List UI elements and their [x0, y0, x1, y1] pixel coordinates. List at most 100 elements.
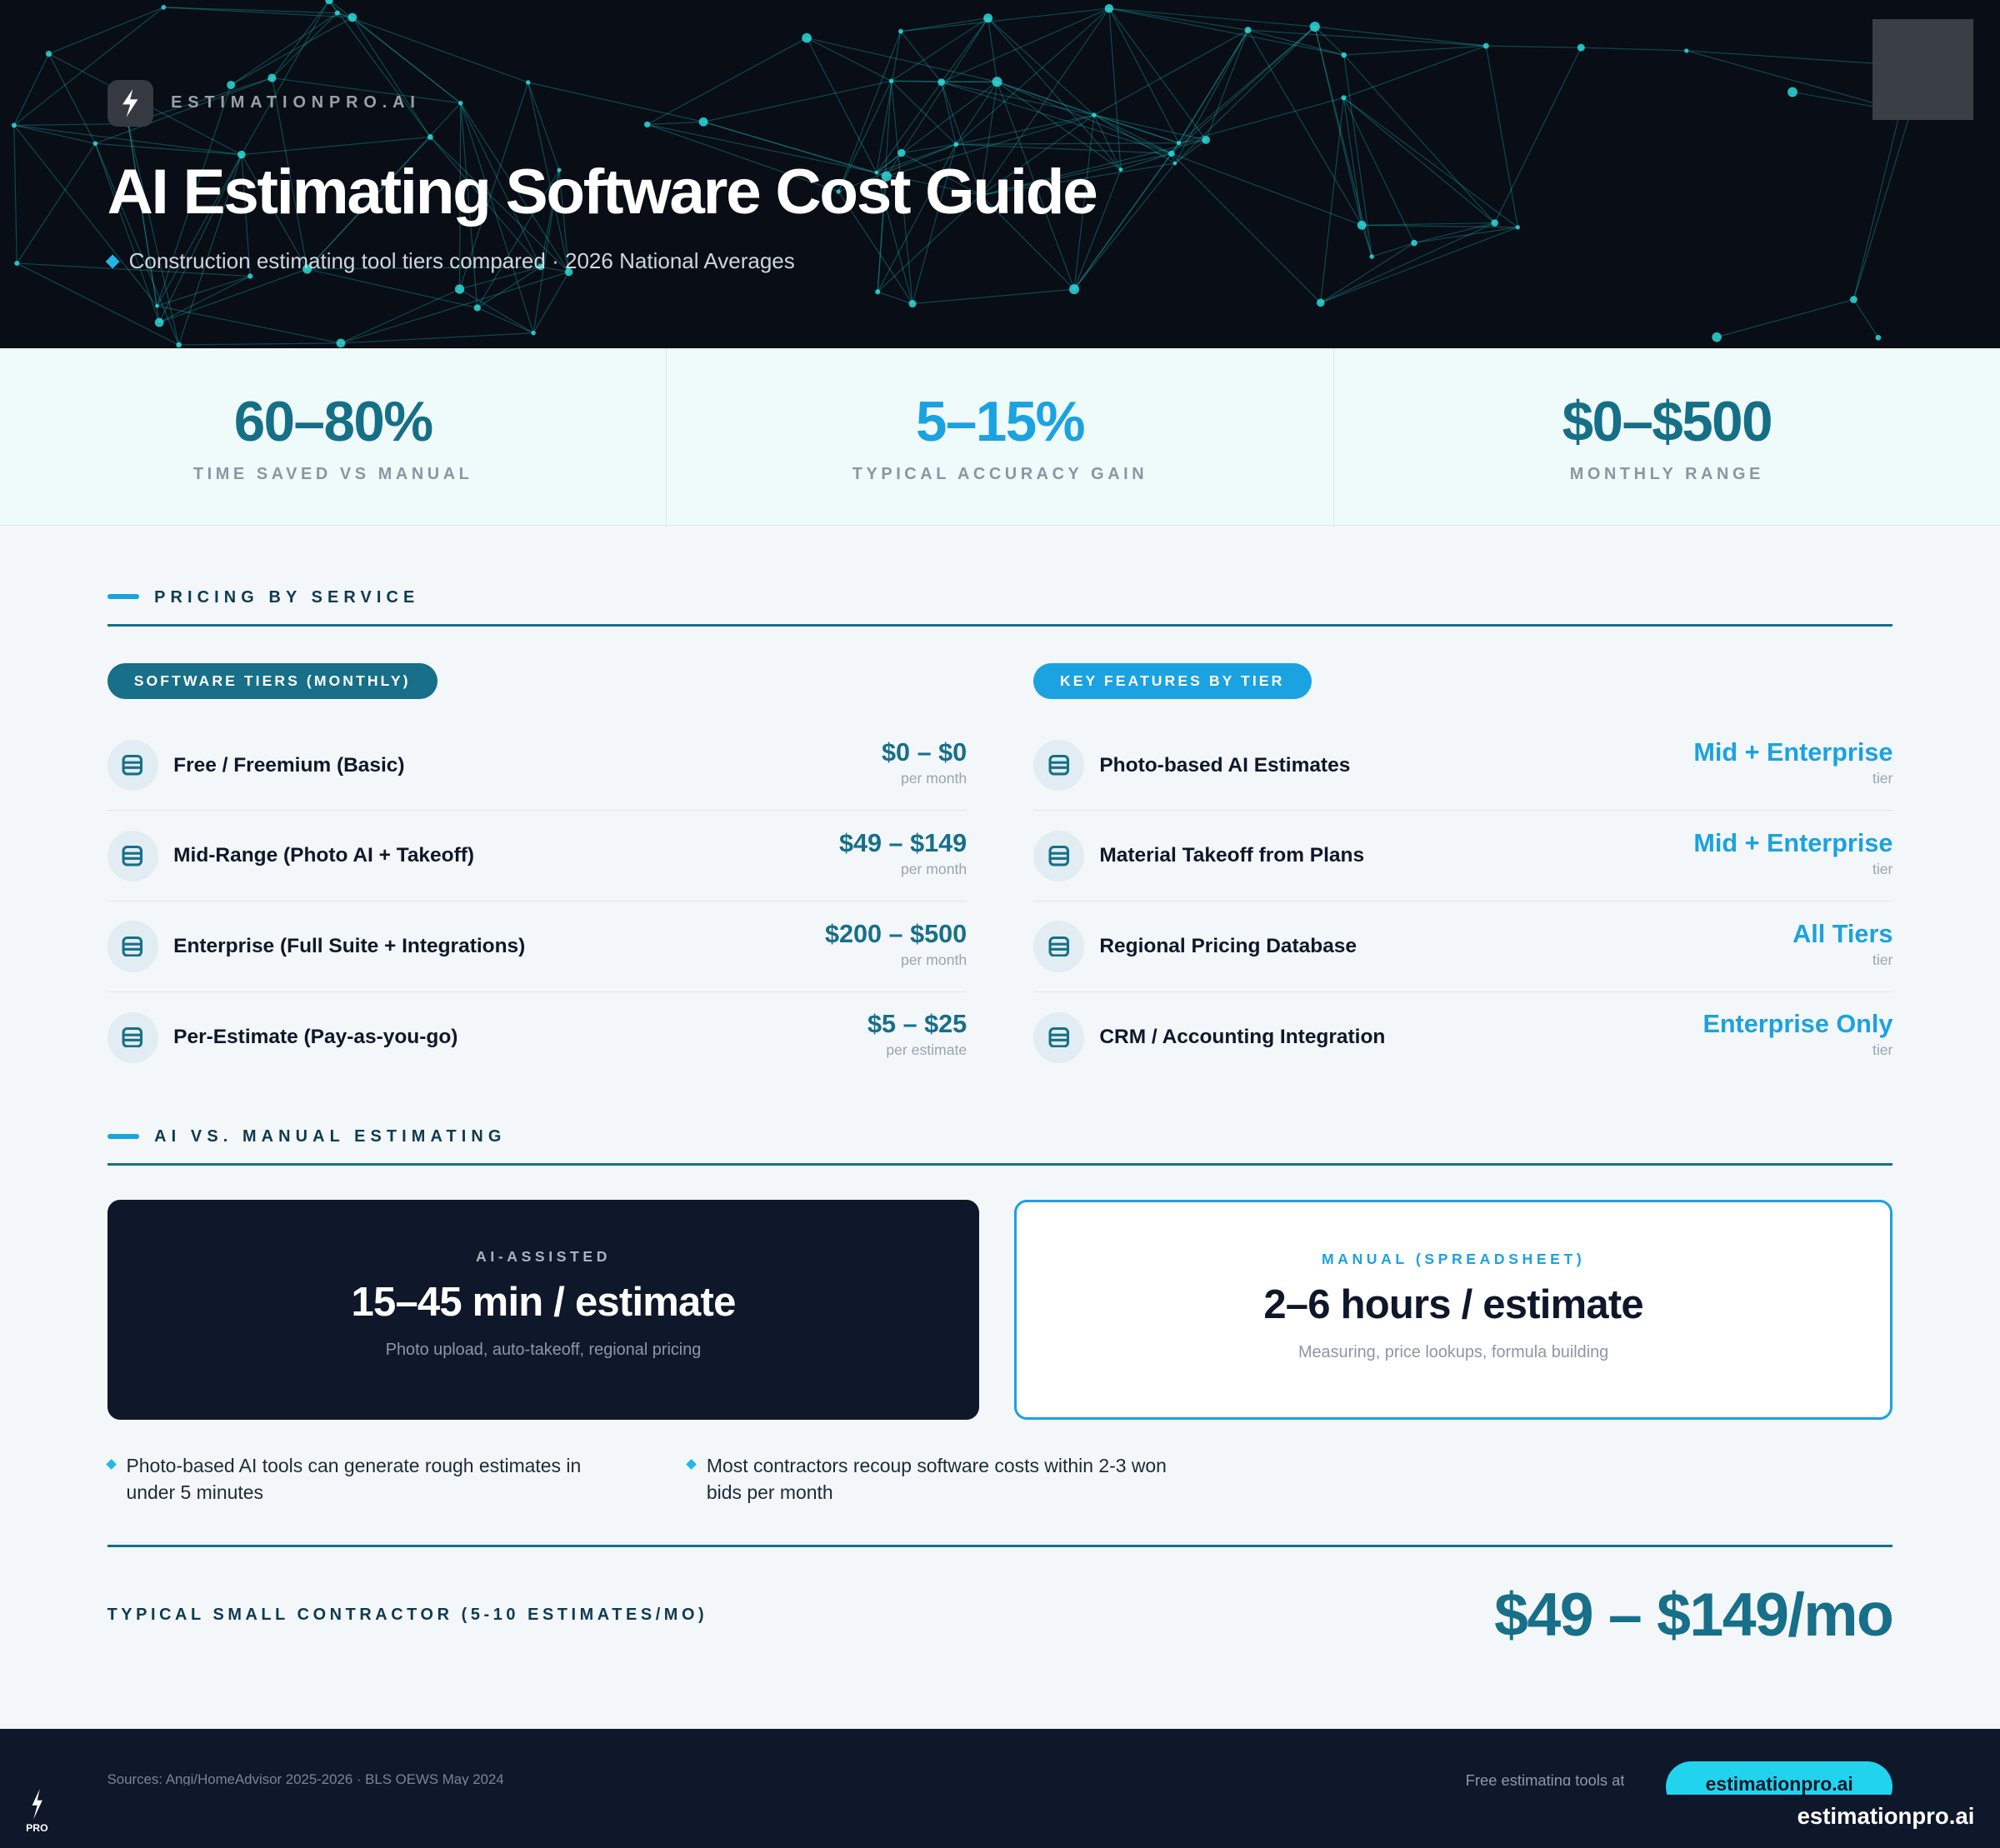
- list-icon: [1032, 830, 1084, 882]
- row-label: Free / Freemium (Basic): [173, 753, 405, 777]
- card-value: 15–45 min / estimate: [351, 1279, 737, 1325]
- manual-card: MANUAL (SPREADSHEET) 2–6 hours / estimat…: [1013, 1200, 1893, 1420]
- row-value: Mid + Enterprise: [1693, 738, 1893, 767]
- lightning-icon: [107, 80, 153, 127]
- tiers-list: Free / Freemium (Basic) $0 – $0 per mont…: [107, 721, 968, 1083]
- list-icon: [107, 740, 158, 792]
- note-text: Most contractors recoup software costs w…: [706, 1455, 1167, 1504]
- row-value: $5 – $25: [868, 1010, 968, 1039]
- row-value-group: $0 – $0 per month: [882, 738, 967, 787]
- row-label: Per-Estimate (Pay-as-you-go): [173, 1026, 458, 1049]
- feature-row: CRM / Accounting Integration Enterprise …: [1032, 992, 1892, 1083]
- stat-value: $0–$500: [1562, 391, 1773, 454]
- stat-label: TYPICAL ACCURACY GAIN: [852, 464, 1148, 483]
- page-subtitle: Construction estimating tool tiers compa…: [105, 248, 795, 274]
- list-icon: [1032, 1011, 1084, 1063]
- card-label: MANUAL (SPREADSHEET): [1321, 1251, 1586, 1268]
- brand-name: ESTIMATIONPRO.AI: [171, 93, 421, 112]
- total-value: $49 – $149/mo: [1494, 1579, 1894, 1649]
- row-label: Enterprise (Full Suite + Integrations): [173, 934, 526, 957]
- tier-row: Free / Freemium (Basic) $0 – $0 per mont…: [107, 721, 968, 812]
- card-label: AI-ASSISTED: [476, 1248, 611, 1266]
- row-value-group: $5 – $25 per estimate: [868, 1010, 967, 1059]
- stat-value: 60–80%: [233, 391, 433, 454]
- stat-label: TIME SAVED VS MANUAL: [192, 464, 473, 483]
- row-unit: per month: [900, 951, 968, 968]
- note: Photo-based AI tools can generate rough …: [105, 1452, 618, 1506]
- footer-logo: PRO: [23, 1789, 52, 1834]
- diamond-icon: [686, 1458, 698, 1470]
- row-value: $49 – $149: [838, 828, 968, 857]
- section-header-pricing: PRICING BY SERVICE: [107, 587, 1893, 627]
- row-value: Mid + Enterprise: [1693, 828, 1893, 857]
- cta-button[interactable]: estimationpro.ai: [1665, 1761, 1893, 1795]
- tiers-pill: SOFTWARE TIERS (MONTHLY): [107, 662, 438, 699]
- features-list: Photo-based AI Estimates Mid + Enterpris…: [1032, 721, 1893, 1083]
- row-value-group: $200 – $500 per month: [825, 920, 967, 969]
- stat-time-saved: 60–80% TIME SAVED VS MANUAL: [0, 347, 668, 525]
- sources: Sources: Angi/HomeAdvisor 2025-2026 · BL…: [107, 1771, 504, 1786]
- row-label: CRM / Accounting Integration: [1099, 1026, 1386, 1049]
- stat-label: MONTHLY RANGE: [1569, 464, 1764, 483]
- corner-placeholder: [1872, 18, 1973, 120]
- list-icon: [107, 830, 158, 882]
- row-value-group: Mid + Enterprise tier: [1693, 829, 1892, 878]
- row-value: $0 – $0: [882, 738, 968, 767]
- list-icon: [107, 1011, 158, 1063]
- features-pill: KEY FEATURES BY TIER: [1032, 662, 1312, 699]
- footer: Sources: Angi/HomeAdvisor 2025-2026 · BL…: [0, 1729, 2000, 1848]
- feature-row: Photo-based AI Estimates Mid + Enterpris…: [1032, 721, 1893, 812]
- row-value-group: Mid + Enterprise tier: [1693, 738, 1892, 787]
- row-value-group: Enterprise Only tier: [1702, 1010, 1892, 1059]
- cta-text: Free estimating tools at: [1465, 1771, 1625, 1786]
- stats-bar: 60–80% TIME SAVED VS MANUAL 5–15% TYPICAL …: [0, 347, 2000, 526]
- tier-row: Enterprise (Full Suite + Integrations) $…: [107, 902, 968, 992]
- ai-card: AI-ASSISTED 15–45 min / estimate Photo u…: [107, 1200, 980, 1420]
- logo-text: PRO: [26, 1822, 48, 1835]
- list-icon: [1032, 740, 1084, 792]
- row-unit: tier: [1872, 860, 1893, 877]
- network-background: [11, 0, 1917, 348]
- row-unit: per month: [900, 770, 968, 787]
- stat-value: 5–15%: [915, 391, 1086, 454]
- row-label: Photo-based AI Estimates: [1099, 753, 1351, 777]
- divider: [107, 1544, 1893, 1547]
- total-label: TYPICAL SMALL CONTRACTOR (5-10 ESTIMATES…: [107, 1606, 708, 1625]
- section-title: PRICING BY SERVICE: [154, 587, 420, 607]
- hero-header: ESTIMATIONPRO.AI AI Estimating Software …: [0, 0, 2000, 348]
- diamond-icon: [105, 1458, 117, 1470]
- stat-accuracy: 5–15% TYPICAL ACCURACY GAIN: [667, 347, 1334, 525]
- tier-row: Per-Estimate (Pay-as-you-go) $5 – $25 pe…: [107, 992, 967, 1083]
- subtitle-text: Construction estimating tool tiers compa…: [128, 248, 795, 274]
- diamond-icon: [105, 254, 120, 269]
- row-value-group: All Tiers tier: [1792, 920, 1892, 969]
- feature-row: Material Takeoff from Plans Mid + Enterp…: [1032, 811, 1893, 902]
- section-title: AI VS. MANUAL ESTIMATING: [154, 1127, 507, 1146]
- row-value: $200 – $500: [824, 919, 968, 948]
- note: Most contractors recoup software costs w…: [686, 1452, 1198, 1506]
- section-header-comparison: AI VS. MANUAL ESTIMATING: [107, 1127, 1893, 1166]
- card-detail: Photo upload, auto-takeoff, regional pri…: [385, 1341, 702, 1360]
- row-value: All Tiers: [1792, 919, 1893, 948]
- note-text: Photo-based AI tools can generate rough …: [126, 1455, 582, 1504]
- row-label: Mid-Range (Photo AI + Takeoff): [173, 844, 475, 867]
- row-unit: tier: [1872, 951, 1893, 968]
- feature-row: Regional Pricing Database All Tiers tier: [1032, 902, 1893, 992]
- brand-logo: ESTIMATIONPRO.AI: [107, 80, 421, 127]
- row-label: Material Takeoff from Plans: [1099, 844, 1365, 867]
- row-value: Enterprise Only: [1702, 1010, 1893, 1039]
- card-value: 2–6 hours / estimate: [1263, 1281, 1643, 1327]
- row-unit: tier: [1872, 770, 1893, 787]
- card-detail: Measuring, price lookups, formula buildi…: [1298, 1343, 1609, 1362]
- page-title: AI Estimating Software Cost Guide: [107, 156, 1098, 227]
- list-icon: [1032, 921, 1084, 972]
- footer-url[interactable]: estimationpro.ai: [1797, 1803, 1975, 1830]
- row-value-group: $49 – $149 per month: [839, 829, 967, 878]
- tier-row: Mid-Range (Photo AI + Takeoff) $49 – $14…: [107, 811, 968, 902]
- list-icon: [107, 921, 158, 972]
- cta-button-label: estimationpro.ai: [1665, 1761, 1893, 1795]
- row-label: Regional Pricing Database: [1099, 934, 1358, 957]
- row-unit: per estimate: [886, 1041, 968, 1059]
- stat-monthly-range: $0–$500 MONTHLY RANGE: [1334, 348, 2000, 525]
